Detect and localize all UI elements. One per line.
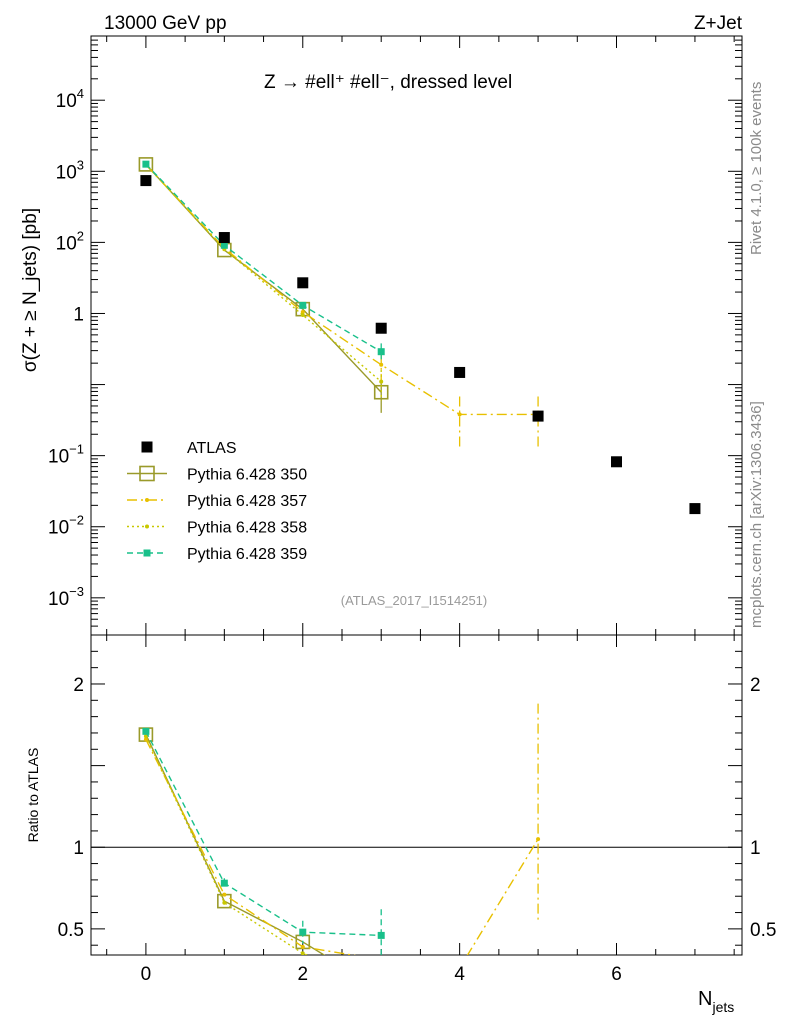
main-atlas-point (140, 175, 152, 187)
ratio-point-359 (299, 928, 307, 936)
y-tick-label: 104 (56, 86, 84, 112)
x-tick-label: 4 (454, 964, 465, 985)
x-axis-title-base: N (698, 988, 712, 1010)
ratio-y-tick-label: 2 (73, 675, 84, 696)
header-left: 13000 GeV pp (104, 13, 227, 34)
y-axis-title-main: σ(Z + ≥ N_jets) [pb] (20, 208, 41, 372)
main-line-359 (145, 163, 382, 353)
legend-label: Pythia 6.428 359 (187, 546, 307, 563)
x-tick-label: 6 (611, 964, 622, 985)
main-point-358 (379, 379, 384, 384)
y-tick-label: 102 (56, 228, 84, 254)
ratio-panel-frame (90, 634, 743, 956)
legend-marker-atlas (141, 441, 153, 453)
y-tick-label: 10−2 (48, 513, 84, 539)
side-label-mcplots: mcplots.cern.ch [arXiv:1306.3436] (748, 401, 765, 628)
y-tick-label: 1 (73, 304, 84, 325)
ratio-y-tick-label: 1 (73, 838, 84, 859)
analysis-id: (ATLAS_2017_I1514251) (341, 593, 487, 608)
ratio-y-tick-label-right: 1 (750, 838, 761, 859)
ratio-point-358 (300, 951, 305, 955)
y-tick-label: 103 (56, 157, 84, 183)
ratio-y-tick-label: 0.5 (58, 920, 84, 941)
main-point-359 (220, 241, 228, 249)
ratio-point-359 (377, 931, 385, 939)
main-series-group (138, 157, 701, 515)
main-atlas-point (532, 410, 544, 422)
main-atlas-point (297, 277, 309, 289)
x-tick-label: 2 (297, 964, 308, 985)
ratio-line-357 (145, 739, 539, 955)
legend-marker (145, 498, 149, 502)
ratio-y-tick-label-right: 0.5 (750, 920, 776, 941)
legend-marker (145, 524, 149, 529)
ratio-line-358 (145, 735, 310, 955)
main-point-358 (300, 313, 305, 318)
ratio-y-tick-label-right: 2 (750, 675, 761, 696)
y-tick-label: 10−1 (48, 442, 84, 468)
legend: ATLAS Pythia 6.428 350 Pythia 6.428 357 Pyt… (127, 440, 307, 563)
main-point-359 (377, 348, 385, 356)
ratio-point-359 (142, 727, 150, 735)
legend-marker (143, 549, 151, 557)
main-atlas-point (454, 366, 466, 378)
main-point-359 (299, 301, 307, 309)
ratio-point-357 (536, 837, 541, 842)
ratio-point-359 (220, 879, 228, 887)
ratio-point-358 (222, 900, 227, 905)
legend-label: Pythia 6.428 350 (187, 467, 307, 484)
ratio-point-357 (379, 958, 383, 962)
x-axis-title: Njets (698, 988, 734, 1015)
legend-label: Pythia 6.428 358 (187, 520, 307, 537)
ratio-point-357 (222, 892, 227, 897)
main-atlas-point (689, 503, 701, 515)
main-atlas-point (218, 232, 230, 244)
ratio-series-group (91, 703, 742, 996)
x-axis-title-sub: jets (711, 999, 734, 1015)
y-axis-title-ratio: Ratio to ATLAS (25, 748, 41, 843)
main-line-350 (145, 163, 382, 393)
ratio-point-358 (379, 979, 383, 983)
x-tick-label: 0 (141, 964, 152, 985)
legend-label: ATLAS (187, 440, 237, 457)
main-atlas-point (375, 322, 387, 334)
main-point-350 (138, 157, 154, 172)
ratio-point-350 (375, 983, 388, 996)
ratio-point-357 (143, 737, 148, 742)
ratio-point-357 (300, 944, 305, 949)
legend-marker (139, 465, 155, 482)
ratio-point-358 (143, 734, 148, 739)
side-label-rivet: Rivet 4.1.0, ≥ 100k events (748, 82, 765, 255)
main-point-359 (142, 160, 150, 168)
chart-subtitle: Z → #ell⁺ #ell⁻, dressed level (264, 72, 512, 93)
header-right: Z+Jet (694, 13, 743, 34)
main-point-357 (300, 309, 305, 314)
main-point-357 (457, 412, 462, 417)
legend-label: Pythia 6.428 357 (187, 493, 307, 510)
main-line-357 (145, 164, 539, 416)
main-atlas-point (611, 456, 623, 468)
ratio-line-359 (145, 731, 382, 937)
y-tick-label: 10−3 (48, 584, 84, 610)
main-line-358 (145, 164, 382, 383)
main-point-357 (379, 362, 384, 367)
